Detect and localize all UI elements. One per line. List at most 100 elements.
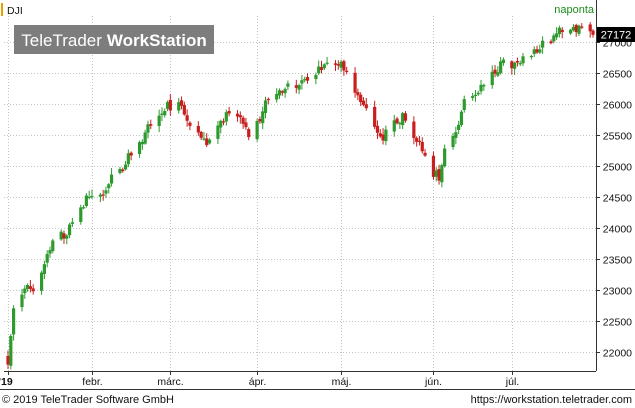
- candle: [378, 129, 382, 138]
- candle: [62, 230, 66, 244]
- candle: [79, 204, 83, 225]
- candle: [549, 39, 553, 45]
- last-price-box: 27172: [597, 27, 635, 42]
- candle-body: [319, 67, 324, 70]
- candle: [471, 92, 475, 101]
- candle: [325, 57, 329, 66]
- candle: [65, 234, 69, 245]
- candle: [336, 60, 340, 70]
- candle-body: [219, 120, 223, 128]
- candle-body: [333, 63, 338, 65]
- candle: [440, 163, 444, 188]
- candle-body: [126, 153, 130, 165]
- candle-body: [266, 98, 270, 101]
- y-tick-label: 26500: [603, 69, 632, 81]
- candle: [417, 135, 422, 146]
- candle-body: [9, 335, 13, 366]
- candle: [146, 120, 150, 139]
- candle-body: [431, 155, 436, 177]
- candle-body: [392, 120, 396, 132]
- candle-body: [39, 272, 44, 291]
- y-tick-label: 22500: [603, 317, 632, 329]
- candle: [588, 22, 592, 38]
- candle: [149, 119, 153, 129]
- candle-body: [314, 74, 318, 80]
- candle: [121, 167, 125, 173]
- candle-body: [518, 63, 522, 65]
- candle-body: [20, 294, 24, 308]
- candle-body: [81, 207, 86, 209]
- candle-body: [482, 84, 486, 87]
- watermark-text: TeleTrader WorkStation: [21, 31, 206, 50]
- candle: [412, 116, 416, 145]
- candle-body: [549, 41, 553, 44]
- candle-body: [84, 195, 88, 206]
- candle-body: [216, 125, 220, 139]
- candle: [129, 151, 133, 161]
- candle: [51, 238, 55, 254]
- candle: [381, 128, 385, 145]
- candle: [275, 88, 279, 103]
- candle-body: [280, 91, 284, 93]
- x-tick-label: ápr.: [249, 376, 267, 388]
- candle: [401, 111, 405, 130]
- watermark: TeleTrader WorkStation: [14, 25, 214, 54]
- candle-body: [109, 174, 114, 184]
- candle-body: [129, 152, 133, 156]
- candle: [535, 45, 539, 54]
- candle: [557, 25, 562, 38]
- candle: [168, 94, 172, 116]
- candle: [398, 121, 402, 129]
- candle: [482, 83, 486, 91]
- candle: [45, 250, 49, 268]
- x-tick-label: márc.: [157, 376, 183, 388]
- candle-body: [98, 194, 102, 197]
- candle: [415, 136, 419, 147]
- candle-body: [574, 24, 578, 33]
- candle-body: [381, 134, 385, 141]
- candle: [81, 204, 86, 210]
- candle-body: [571, 26, 576, 31]
- axes: 22000 22500 23000 23500 24000 24500 25000 25500…: [0, 0, 632, 388]
- candle-body: [238, 115, 242, 118]
- candle-body: [62, 233, 66, 239]
- candle: [28, 280, 32, 293]
- candle-body: [552, 35, 556, 42]
- candle: [67, 222, 72, 239]
- candle: [247, 127, 251, 141]
- candle: [188, 121, 192, 131]
- candle: [552, 33, 556, 44]
- candle-body: [403, 113, 408, 121]
- candle: [163, 108, 167, 118]
- candle-body: [443, 148, 447, 167]
- candle-body: [538, 49, 542, 53]
- candle-body: [580, 26, 584, 28]
- candle-body: [286, 83, 290, 87]
- candle-body: [457, 124, 461, 130]
- candle: [219, 119, 223, 134]
- candle: [283, 87, 287, 98]
- candle: [263, 96, 268, 119]
- candle-body: [177, 102, 181, 111]
- candle-body: [373, 106, 377, 127]
- candle-body: [434, 170, 438, 177]
- candle: [420, 137, 424, 154]
- candle-body: [535, 49, 539, 53]
- candle-body: [336, 64, 340, 66]
- candle: [361, 97, 366, 107]
- candle: [353, 67, 357, 98]
- candle-body: [339, 61, 343, 68]
- y-tick-label: 22000: [603, 348, 632, 360]
- candle-body: [283, 88, 287, 94]
- candle-body: [555, 33, 559, 38]
- candle: [342, 59, 346, 76]
- x-tick-label: '19: [0, 376, 13, 388]
- y-tick-label: 25500: [603, 131, 632, 143]
- candle-body: [501, 59, 506, 64]
- candle: [437, 164, 441, 185]
- candle: [297, 83, 301, 95]
- candle: [493, 65, 497, 78]
- candle: [202, 132, 206, 141]
- candle-body: [277, 90, 282, 96]
- candle: [434, 167, 438, 182]
